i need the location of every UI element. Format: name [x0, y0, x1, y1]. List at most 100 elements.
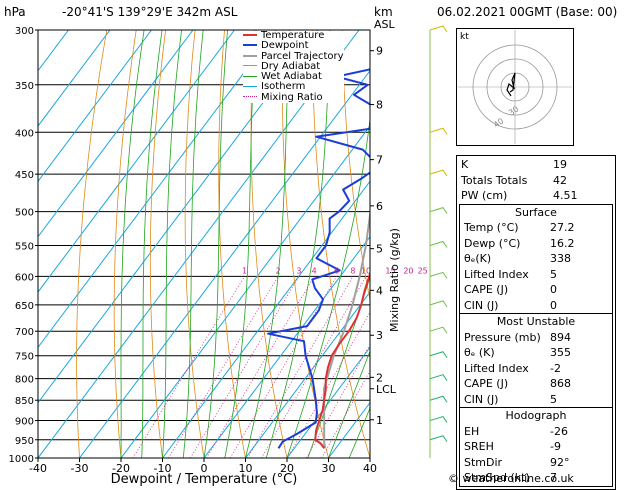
pressure-tick-label: 750 — [15, 352, 34, 363]
legend-swatch-dewpoint — [243, 44, 257, 46]
mixing-ratio-label: 4 — [312, 266, 317, 275]
wind-barb — [430, 327, 447, 333]
surface-row: CAPE (J)0 — [460, 282, 612, 298]
mu-row: CIN (J) 5 — [460, 392, 612, 408]
wind-barb — [430, 375, 447, 381]
dry-adiabat-line — [77, 30, 107, 458]
copyright-footer: © weatheronline.co.uk — [448, 472, 574, 485]
wind-barb — [430, 436, 447, 442]
isotherm-line — [0, 30, 69, 458]
section-title: Most Unstable — [460, 314, 612, 330]
index-row-pw: PW (cm)4.51 — [457, 188, 615, 204]
hodo-row: StmDir 92° — [460, 455, 612, 471]
row-label: CAPE (J) — [464, 282, 508, 298]
km-tick-label: 9 — [376, 45, 383, 58]
legend-label: Mixing Ratio — [261, 92, 323, 103]
row-label: Temp (°C) — [464, 220, 519, 236]
mixing-ratio-label: 3 — [296, 266, 301, 275]
row-value: 894 — [550, 330, 608, 346]
mu-row: θₑ (K) 355 — [460, 345, 612, 361]
hodograph: kt 40 30 — [456, 28, 574, 146]
index-value: 19 — [553, 157, 611, 173]
most-unstable-section: Most Unstable Pressure (mb) 894 θₑ (K) 355… — [459, 314, 613, 408]
wind-barb — [430, 272, 447, 278]
index-label: PW (cm) — [461, 188, 507, 204]
pressure-tick-label: 550 — [15, 241, 34, 252]
wind-barb — [430, 417, 447, 423]
surface-row: CIN (J)0 — [460, 298, 612, 314]
index-label: Totals Totals — [461, 173, 527, 189]
mixing-ratio-line — [322, 276, 423, 458]
mu-row: Lifted Index-2 — [460, 361, 612, 377]
temp-tick-label: 40 — [363, 462, 377, 475]
row-label: Lifted Index — [464, 267, 529, 283]
legend-swatch-mixing-ratio — [243, 96, 257, 97]
legend-swatch-wet-adiabat — [243, 76, 257, 77]
surface-row: Lifted Index 5 — [460, 267, 612, 283]
row-label: CIN (J) — [464, 298, 498, 314]
x-axis-title: Dewpoint / Temperature (°C) — [111, 472, 298, 486]
wet-adiabat-line — [121, 30, 144, 458]
pressure-tick-label: 500 — [15, 208, 34, 219]
surface-row: Temp (°C)27.2 — [460, 220, 612, 236]
mixing-ratio-label: 1 — [242, 266, 247, 275]
temp-tick-label: -40 — [29, 462, 47, 475]
row-value: 338 — [550, 251, 608, 267]
mixing-ratio-line — [168, 276, 278, 458]
section-title: Surface — [460, 205, 612, 221]
mixing-ratio-label: 6 — [334, 266, 339, 275]
row-label: EH — [464, 424, 479, 440]
mu-row: Pressure (mb) 894 — [460, 330, 612, 346]
surface-row: θₑ(K)338 — [460, 251, 612, 267]
pressure-tick-label: 350 — [15, 81, 34, 92]
dry-adiabat-line — [150, 30, 165, 458]
row-value: 355 — [550, 345, 608, 361]
row-value: 16.2 — [550, 236, 608, 252]
km-tick-label: LCL — [376, 383, 397, 396]
pressure-tick-label: 900 — [15, 417, 34, 428]
pressure-tick-label: 650 — [15, 301, 34, 312]
legend-swatch-isotherm — [243, 86, 257, 87]
row-value: 92° — [550, 455, 608, 471]
mixing-ratio-label: 2 — [276, 266, 281, 275]
pressure-tick-label: 400 — [15, 128, 34, 139]
mixing-ratio-label: 8 — [350, 266, 355, 275]
row-label: Pressure (mb) — [464, 330, 541, 346]
km-tick-label: 8 — [376, 99, 383, 112]
index-label: K — [461, 157, 468, 173]
row-value: 5 — [550, 392, 608, 408]
mu-row: CAPE (J) 868 — [460, 376, 612, 392]
surface-row: Dewp (°C) 16.2 — [460, 236, 612, 252]
row-value: -9 — [550, 439, 608, 455]
row-value: 5 — [550, 267, 608, 283]
legend: Temperature Dewpoint Parcel Trajectory D… — [243, 31, 344, 103]
row-label: CIN (J) — [464, 392, 498, 408]
pressure-tick-label: 450 — [15, 170, 34, 181]
wind-barb — [430, 128, 447, 134]
wind-barb — [430, 26, 447, 32]
section-title: Hodograph — [460, 408, 612, 424]
temp-tick-label: -30 — [71, 462, 89, 475]
row-label: CAPE (J) — [464, 376, 508, 392]
legend-swatch-dry-adiabat — [243, 65, 257, 66]
pressure-tick-label: 700 — [15, 327, 34, 338]
row-value: -2 — [550, 361, 608, 377]
row-value: 868 — [550, 376, 608, 392]
legend-swatch-parcel — [243, 55, 257, 57]
wind-barb — [430, 352, 447, 358]
wet-adiabat-line — [204, 30, 228, 458]
pressure-tick-label: 950 — [15, 436, 34, 447]
pressure-tick-label: 300 — [15, 26, 34, 37]
row-label: Dewp (°C) — [464, 236, 520, 252]
hodo-row: EH-26 — [460, 424, 612, 440]
wind-barb — [430, 208, 447, 214]
mixing-ratio-label: 25 — [418, 266, 428, 275]
mixing-ratio-axis-title: Mixing Ratio (g/kg) — [388, 228, 401, 332]
row-label: StmDir — [464, 455, 502, 471]
row-label: θₑ (K) — [464, 345, 495, 361]
hodograph-unit: kt — [460, 32, 469, 42]
km-tick-label: 7 — [376, 154, 383, 167]
km-tick-label: 5 — [376, 243, 383, 256]
